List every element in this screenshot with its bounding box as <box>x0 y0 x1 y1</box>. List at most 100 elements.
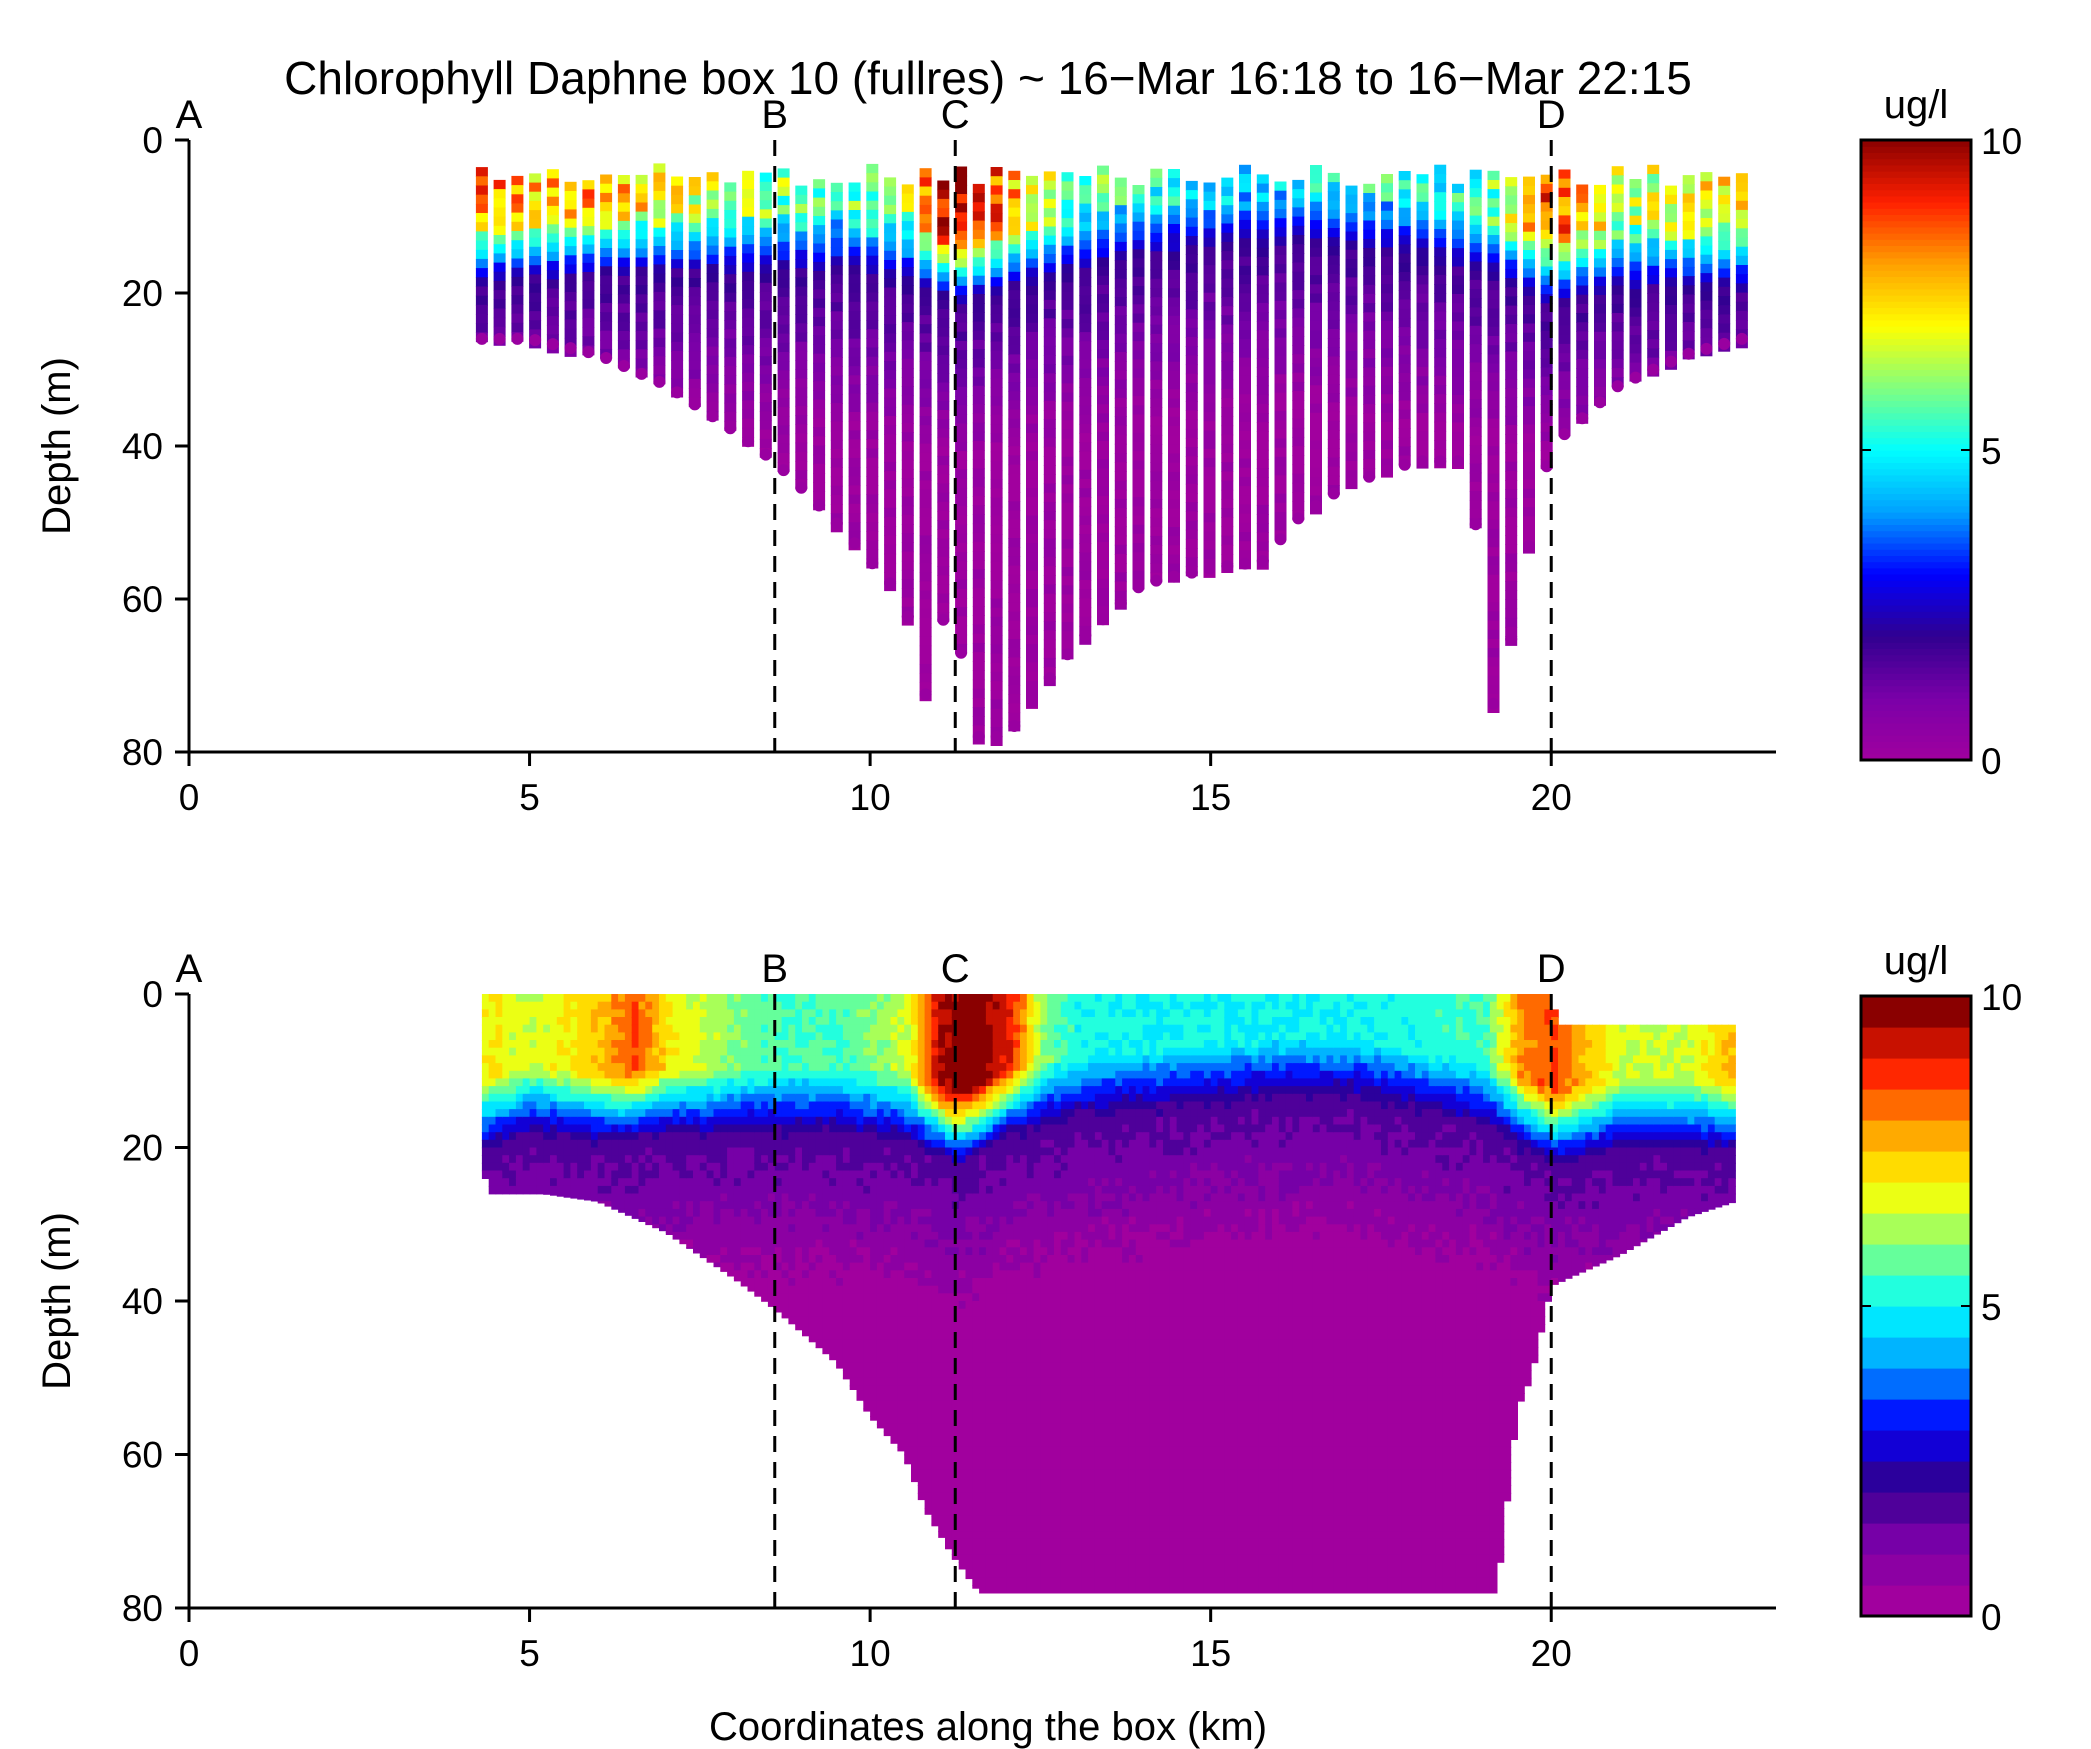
profile-sample <box>1629 234 1642 244</box>
contour-cell <box>550 1093 558 1103</box>
contour-cell <box>488 994 497 1003</box>
contour-cell <box>781 1055 790 1064</box>
profile-cast-bottom <box>529 334 542 347</box>
profile-sample <box>937 400 950 411</box>
profile-sample <box>1327 218 1340 229</box>
profile-sample <box>617 175 630 185</box>
contour-cell <box>815 1078 824 1087</box>
contour-cell <box>856 1231 865 1241</box>
profile-sample <box>1611 258 1624 268</box>
profile-sample <box>972 560 985 571</box>
contour-cell <box>829 1316 837 1325</box>
contour-cell <box>618 1063 626 1072</box>
contour-cell <box>624 1162 633 1172</box>
profile-sample <box>1540 211 1553 222</box>
contour-cell <box>781 1316 790 1319</box>
contour-cell <box>597 1093 606 1103</box>
contour-cell <box>713 1201 722 1210</box>
profile-sample <box>1363 431 1376 442</box>
profile-sample <box>635 220 648 231</box>
profile-sample <box>972 688 985 699</box>
profile-sample <box>1185 236 1198 246</box>
contour-cell <box>509 994 517 1003</box>
profile-sample <box>1469 316 1482 327</box>
profile-sample <box>1363 339 1376 350</box>
profile-sample <box>1523 314 1535 325</box>
profile-sample <box>1026 396 1038 406</box>
profile-sample <box>546 215 559 225</box>
contour-cell <box>754 1155 762 1164</box>
profile-sample <box>1523 461 1535 471</box>
profile-sample <box>1221 324 1234 335</box>
profile-sample <box>759 337 772 348</box>
contour-cell <box>788 1178 796 1187</box>
profile-sample <box>1310 284 1322 295</box>
profile-sample <box>1292 400 1305 410</box>
contour-cell <box>829 1201 837 1210</box>
contour-cell <box>802 1247 810 1256</box>
contour-cell <box>808 1040 817 1049</box>
profile-sample <box>919 204 932 215</box>
profile-sample <box>1540 330 1553 341</box>
profile-sample <box>1292 381 1305 392</box>
contour-cell <box>665 1093 674 1103</box>
contour-cell <box>849 1009 858 1018</box>
profile-sample <box>724 255 737 266</box>
profile-sample <box>848 513 861 523</box>
colorbar-swatch <box>1861 623 1971 631</box>
profile-sample <box>688 369 701 380</box>
contour-cell <box>815 1316 824 1325</box>
contour-cell <box>774 1040 783 1049</box>
contour-cell <box>699 1224 708 1233</box>
profile-sample <box>972 597 985 607</box>
profile-sample <box>1274 190 1287 201</box>
colorbar-unit-label: ug/l <box>1884 83 1949 127</box>
contour-cell <box>645 1208 653 1218</box>
contour-cell <box>659 1093 667 1103</box>
contour-cell <box>693 1009 701 1018</box>
profile-cast <box>1079 176 1092 645</box>
contour-cell <box>883 994 892 1003</box>
contour-cell <box>665 1055 674 1064</box>
profile-sample <box>919 388 932 399</box>
profile-sample <box>724 384 737 395</box>
contour-cell <box>863 1170 871 1179</box>
profile-sample <box>1434 385 1447 395</box>
profile-sample <box>1398 400 1411 411</box>
profile-cast-bottom <box>848 537 861 550</box>
profile-sample <box>1256 477 1269 488</box>
profile-sample <box>1647 174 1660 184</box>
contour-cell <box>686 1247 694 1249</box>
profile-sample <box>1239 385 1251 395</box>
profile-sample <box>1132 478 1145 489</box>
contour-cell <box>754 1293 762 1297</box>
contour-cell <box>481 1086 490 1095</box>
contour-cell <box>727 1247 735 1256</box>
contour-cell <box>883 1047 892 1057</box>
contour-cell <box>672 1132 681 1141</box>
contour-cell <box>767 1185 776 1195</box>
profile-sample <box>1008 308 1021 319</box>
profile-sample <box>1434 348 1447 359</box>
profile-cast <box>742 170 755 448</box>
profile-sample <box>1043 254 1056 264</box>
contour-cell <box>502 1017 510 1026</box>
contour-cell <box>679 1239 687 1245</box>
contour-cell <box>754 994 762 1003</box>
profile-sample <box>1576 322 1589 332</box>
profile-sample <box>866 356 879 367</box>
profile-sample <box>955 184 968 195</box>
profile-sample <box>1185 373 1198 384</box>
profile-sample <box>1381 302 1393 313</box>
contour-cell <box>556 1124 565 1133</box>
contour-cell <box>631 1017 640 1026</box>
profile-sample <box>795 213 808 223</box>
contour-cell <box>822 1324 830 1333</box>
contour-cell <box>502 1024 510 1034</box>
contour-cell <box>733 1047 742 1057</box>
contour-cell <box>597 1032 606 1041</box>
contour-cell <box>876 1086 885 1095</box>
contour-cell <box>652 1170 660 1179</box>
profile-sample <box>1398 345 1411 356</box>
contour-cell <box>563 1086 572 1095</box>
